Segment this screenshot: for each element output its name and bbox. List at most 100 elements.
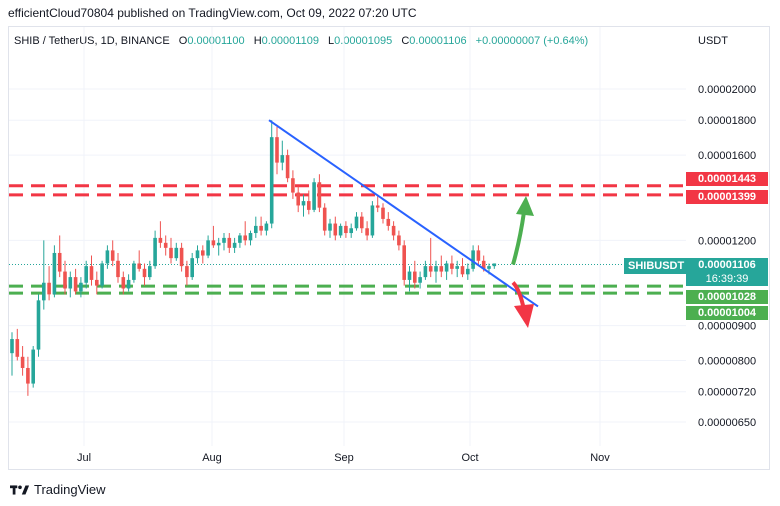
candle-body [121,277,126,289]
candle [158,221,163,248]
candle [370,201,375,238]
candle-body [26,367,30,384]
candle-body [79,282,83,292]
symbol-name[interactable]: SHIB / TetherUS, 1D, BINANCE [14,35,170,47]
candle-body [296,192,300,206]
candle [354,212,359,231]
candle [413,260,417,289]
candle [434,260,438,283]
open-value: 0.00001100 [187,35,245,47]
candle [455,260,459,278]
candle [397,230,401,251]
last-price-tag: 0.00001106 [686,258,768,272]
resistance-upper-tag: 0.00001443 [686,172,768,186]
resistance-lower-tag: 0.00001399 [686,190,768,204]
candle [179,242,184,272]
footer-brand[interactable]: TradingView [10,482,106,497]
candle [402,240,406,286]
candle-body [73,277,78,292]
candle-body [386,218,391,226]
candle-body [222,237,226,243]
candle [264,221,269,236]
candle [291,170,295,199]
candle-body [259,225,263,231]
candle-body [455,266,459,269]
candle-body [42,282,46,301]
candle [439,255,444,278]
candle [195,245,200,264]
candle-body [174,247,179,259]
candle-body [163,242,168,248]
candle [95,271,99,295]
candle [418,271,422,289]
candle-body [36,300,41,350]
candle [89,255,94,286]
candle-body [397,235,401,246]
candle-body [466,268,470,275]
candle-body [333,223,338,236]
candle-body [110,250,115,261]
candle [317,174,322,213]
low-label: L [328,35,335,47]
candle [126,274,131,292]
candle-body [52,252,57,295]
candle [471,245,475,272]
candle [68,271,73,298]
candle-body [137,263,141,269]
overlays [268,119,539,328]
candle [444,260,449,280]
candle-body [481,260,486,269]
candle-body [179,247,184,267]
candle [137,250,141,272]
candle [73,268,78,295]
candle-body [142,268,147,278]
currency-label: USDT [698,35,728,47]
candle [328,218,332,238]
candle [110,240,115,267]
candle-body [185,266,189,278]
y-tick-label: 0.00000900 [698,321,756,333]
y-axis-ticks: 0.00002000 0.00001800 0.00001600 0.00001200… [698,84,756,429]
candle [360,212,364,234]
candle [344,221,348,238]
candle-body [206,240,210,256]
candle [185,260,189,286]
candle [428,237,433,278]
candle [201,245,205,264]
candle [36,294,41,357]
candle-body [264,223,269,231]
candle [174,242,179,261]
change-value: +0.00000007 (+0.64%) [475,35,589,47]
countdown-tag: 16:39:39 [686,272,768,286]
candle [79,277,83,298]
candle [206,235,210,259]
candle-body [375,205,380,208]
candle [222,233,226,251]
candle-body [360,216,364,229]
candle-body [190,258,194,278]
candle-body [126,279,131,289]
candle-body [15,339,20,357]
y-tick-label: 0.00001200 [698,235,756,247]
candle-body [291,178,295,193]
candle [163,235,168,256]
candle-body [148,266,152,278]
support-lower-tag: 0.00001004 [686,306,768,320]
candle [169,237,173,264]
candle [148,260,152,280]
high-label: H [253,35,262,47]
candle-body [132,263,136,280]
level-zones [9,184,686,295]
candle [47,266,51,301]
candle-body [354,216,359,229]
candle-body [31,349,35,384]
down-arrow-head [514,304,534,328]
candle [105,245,110,269]
candle-body [460,266,465,275]
candle-body [116,260,120,278]
candle-body [280,155,285,163]
close-value: 0.00001106 [409,35,467,47]
candle-body [89,266,94,280]
candle-body [370,205,375,236]
